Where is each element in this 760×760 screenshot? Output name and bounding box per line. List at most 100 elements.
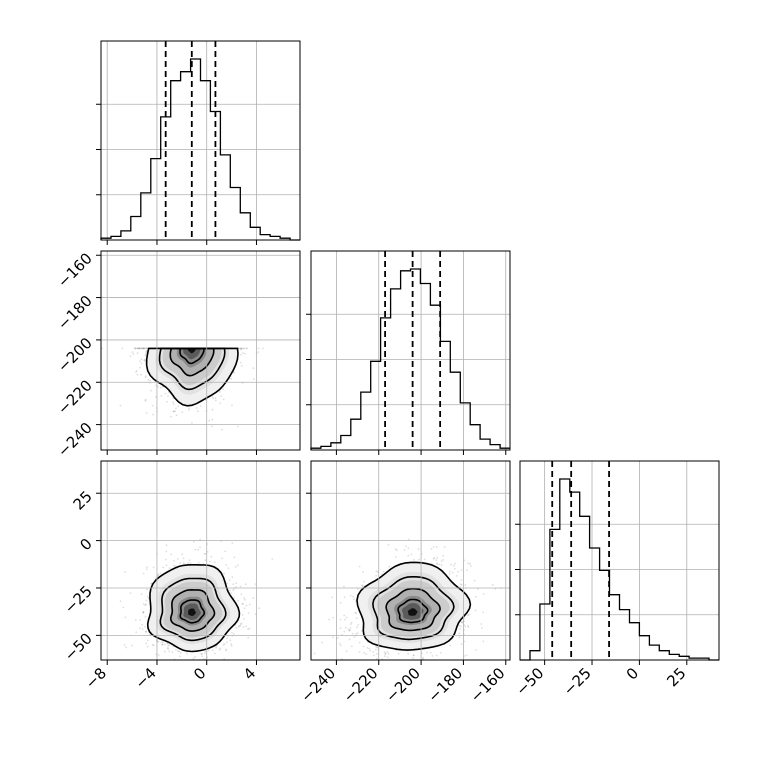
scatter-point [192,657,195,660]
scatter-point [157,573,160,576]
scatter-point [482,611,485,614]
scatter-point [430,562,433,565]
scatter-point [197,562,200,564]
scatter-point [220,395,223,397]
scatter-point [161,643,164,646]
scatter-point [186,652,188,655]
scatter-point [361,585,364,588]
scatter-point [168,567,171,569]
scatter-point [362,571,364,573]
scatter-point [216,661,218,663]
scatter-point [460,569,463,571]
scatter-point [101,347,103,350]
scatter-point [172,401,174,404]
scatter-point [228,676,230,678]
scatter-point [463,655,466,657]
scatter-point [416,662,418,664]
scatter-point [145,568,148,571]
scatter-point [372,651,375,653]
scatter-point [454,567,456,570]
scatter-point [139,347,141,350]
scatter-point [144,353,147,356]
scatter-point [144,615,147,618]
scatter-point [332,616,335,619]
scatter-point [226,582,228,585]
scatter-point [144,630,147,633]
scatter-point [436,563,438,565]
scatter-point [186,665,188,667]
scatter-point [440,564,443,566]
scatter-point [122,606,125,609]
scatter-point [469,562,471,565]
scatter-point [258,607,260,610]
scatter-point [423,558,426,561]
scatter-point [459,628,461,630]
scatter-point [243,618,245,620]
scatter-point [257,347,260,350]
contour-line [169,588,216,632]
panel-1-1 [306,250,511,455]
scatter-point [230,592,233,594]
scatter-point [339,627,342,630]
scatter-point [412,558,415,561]
scatter-point [167,395,169,397]
scatter-point [240,348,243,351]
scatter-point [145,599,148,602]
scatter-point [234,565,237,568]
scatter-point [175,414,178,417]
scatter-point [376,646,378,648]
scatter-point [352,595,354,598]
scatter-point [142,347,145,350]
scatter-point [175,407,177,410]
scatter-point [218,648,221,651]
scatter-point [350,621,353,624]
scatter-point [159,572,162,575]
scatter-point [350,645,353,648]
scatter-point [244,583,247,586]
scatter-point [452,565,455,567]
scatter-point [132,353,135,356]
scatter-point [377,666,379,668]
scatter-point [466,625,469,627]
scatter-point [438,563,441,566]
scatter-point [407,547,410,550]
scatter-point [142,611,145,613]
scatter-point [139,627,142,630]
scatter-point [343,585,345,588]
scatter-point [174,565,177,567]
scatter-point [242,626,245,628]
scatter-point [240,622,243,625]
scatter-point [336,637,339,639]
scatter-point [170,415,172,418]
scatter-point [494,588,497,590]
panel-0-0 [96,40,301,245]
scatter-point [175,649,177,651]
scatter-point [230,377,233,380]
scatter-point [179,652,182,654]
scatter-point [161,385,164,388]
x-tick-label: −4 [131,664,159,692]
scatter-point [339,601,342,604]
scatter-point [142,611,145,614]
scatter-point [350,623,352,625]
scatter-point [435,546,438,548]
contour-line [179,599,206,624]
scatter-point [146,588,149,591]
scatter-point [160,395,163,397]
scatter-point [362,645,365,648]
density-level [407,608,418,616]
scatter-point [357,623,360,626]
scatter-point [176,558,179,560]
scatter-point [235,582,238,584]
scatter-point [345,664,347,666]
scatter-point [171,651,174,654]
scatter-point [159,387,162,389]
scatter-point [199,546,201,549]
scatter-point [388,667,390,669]
scatter-point [407,554,410,557]
x-tick-label: −50 [512,664,547,699]
scatter-point [141,347,144,350]
scatter-point [177,405,180,408]
scatter-point [426,651,428,654]
scatter-point [170,553,173,556]
